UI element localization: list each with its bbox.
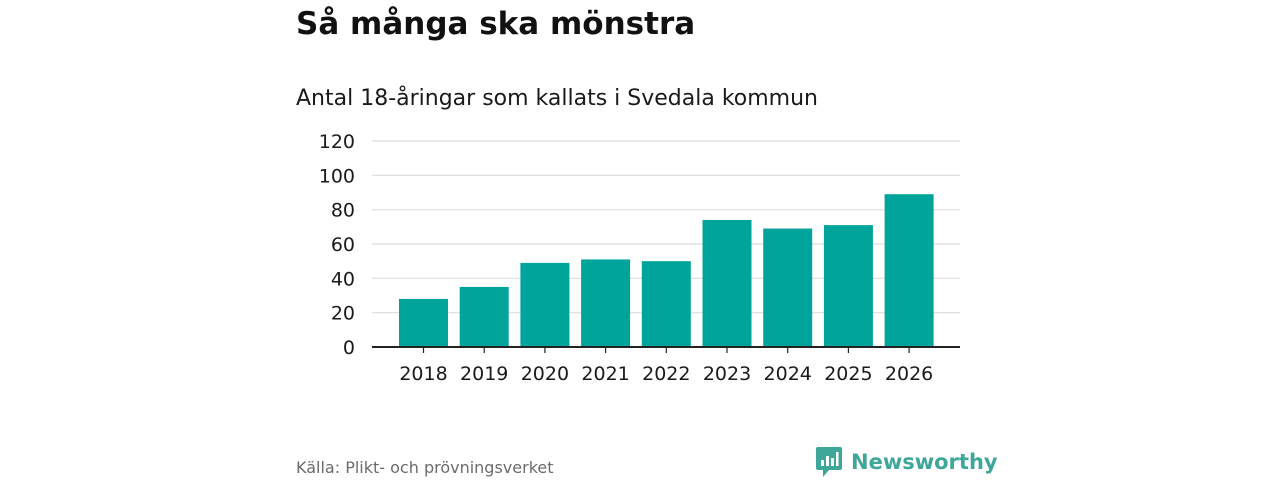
bar-2023: [702, 219, 752, 347]
x-tick-label-2026: 2026: [885, 363, 933, 385]
bar-2022: [641, 261, 691, 347]
y-tick-label-40: 40: [331, 268, 355, 290]
x-tick-label-2022: 2022: [642, 363, 690, 385]
y-tick-label-120: 120: [319, 131, 355, 153]
bar-2026: [884, 194, 934, 347]
x-tick-label-2020: 2020: [521, 363, 569, 385]
x-axis-tick-labels: 2018 2019 2020 2021 2022 2023 2024 2025 2026: [399, 347, 933, 385]
y-axis-tick-labels: 0 20 40 60 80 100 120: [319, 131, 355, 359]
y-tick-label-0: 0: [343, 337, 355, 359]
x-tick-label-2024: 2024: [764, 363, 812, 385]
newsworthy-brand[interactable]: Newsworthy: [815, 445, 998, 479]
bar-2024: [763, 228, 813, 347]
bar-2025: [823, 225, 873, 347]
chart-title: Så många ska mönstra: [296, 6, 696, 42]
y-tick-label-60: 60: [331, 234, 355, 256]
y-tick-label-20: 20: [331, 303, 355, 325]
x-tick-label-2023: 2023: [703, 363, 751, 385]
y-tick-label-80: 80: [331, 200, 355, 222]
source-note: Källa: Plikt- och prövningsverket: [296, 458, 554, 477]
chart-subtitle: Antal 18-åringar som kallats i Svedala k…: [296, 86, 818, 111]
bar-2021: [581, 259, 631, 347]
x-tick-label-2025: 2025: [824, 363, 872, 385]
brand-name: Newsworthy: [851, 450, 998, 474]
bar-chart: 0 20 40 60 80 100 120 2018 2019 2020 2021 2022 2023…: [319, 131, 960, 385]
newsworthy-logo-icon: [816, 447, 842, 477]
bars: [399, 194, 934, 347]
x-tick-label-2019: 2019: [460, 363, 508, 385]
y-tick-label-100: 100: [319, 165, 355, 187]
x-tick-label-2021: 2021: [581, 363, 629, 385]
bar-2020: [520, 262, 570, 347]
bar-2019: [459, 286, 509, 347]
bar-2018: [399, 298, 448, 347]
x-tick-label-2018: 2018: [399, 363, 447, 385]
